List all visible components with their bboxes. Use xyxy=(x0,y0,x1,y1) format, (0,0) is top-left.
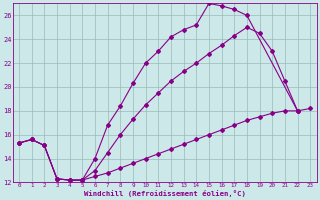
X-axis label: Windchill (Refroidissement éolien,°C): Windchill (Refroidissement éolien,°C) xyxy=(84,190,245,197)
